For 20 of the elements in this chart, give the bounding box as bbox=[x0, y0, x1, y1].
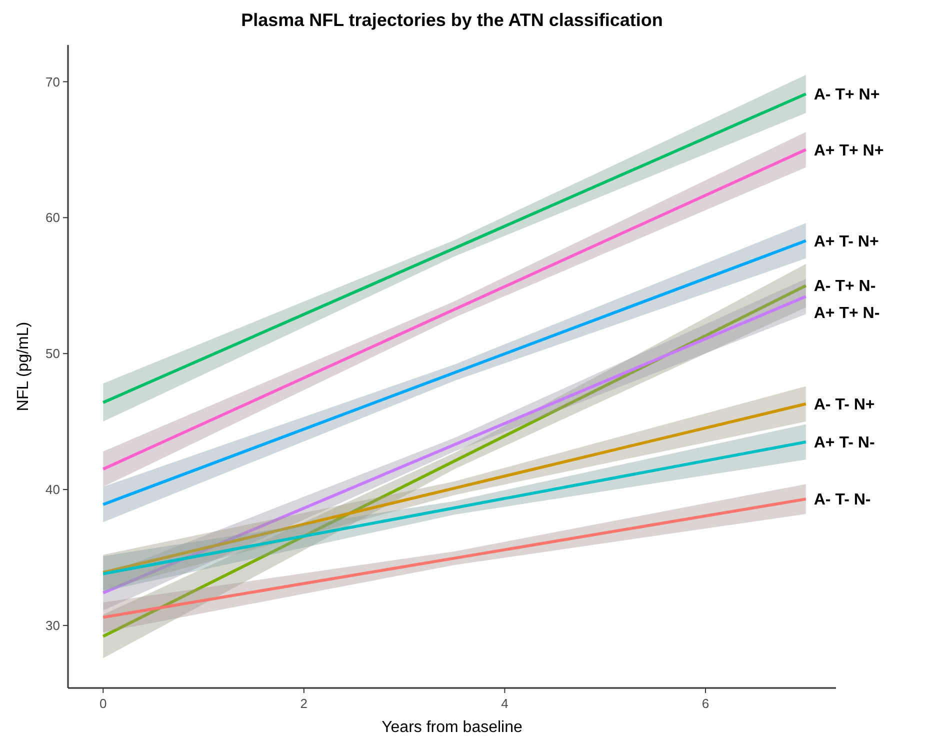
y-tick-label: 50 bbox=[46, 346, 60, 362]
x-axis-title: Years from baseline bbox=[382, 719, 523, 736]
series-label: A- T+ N+ bbox=[814, 86, 880, 104]
series-label: A+ T- N- bbox=[814, 434, 875, 452]
x-tick-label: 4 bbox=[501, 696, 508, 711]
y-tick-label: 30 bbox=[46, 618, 60, 634]
y-axis-title: NFL (pg/mL) bbox=[15, 322, 32, 412]
series-label: A- T- N- bbox=[814, 492, 871, 509]
y-tick-label: 60 bbox=[46, 210, 60, 226]
x-tick-label: 2 bbox=[300, 696, 308, 711]
x-tick-label: 6 bbox=[702, 696, 710, 711]
series-label: A+ T- N+ bbox=[814, 233, 879, 250]
series-label: A- T- N+ bbox=[814, 396, 875, 414]
chart-title: Plasma NFL trajectories by the ATN classification bbox=[241, 10, 663, 30]
y-tick-label: 40 bbox=[46, 482, 60, 498]
x-tick-label: 0 bbox=[100, 696, 107, 711]
y-tick-label: 70 bbox=[46, 74, 60, 90]
series-label: A+ T+ N- bbox=[814, 305, 880, 322]
series-label: A- T+ N- bbox=[814, 278, 876, 296]
series-label: A+ T+ N+ bbox=[814, 142, 884, 160]
